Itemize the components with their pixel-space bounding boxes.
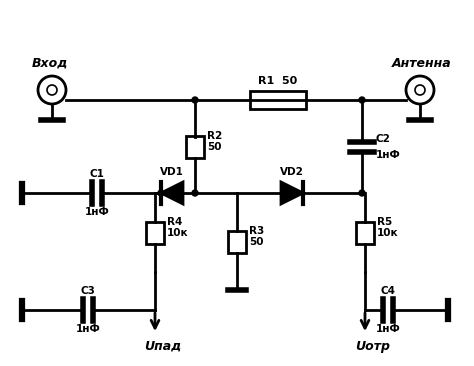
Bar xyxy=(250,91,306,109)
Bar xyxy=(186,135,204,157)
Circle shape xyxy=(158,190,164,196)
Text: R5
10к: R5 10к xyxy=(377,217,399,238)
Polygon shape xyxy=(161,182,183,204)
Text: VD1: VD1 xyxy=(160,167,184,177)
Text: C2: C2 xyxy=(376,134,391,143)
Bar xyxy=(228,231,246,253)
Text: C3: C3 xyxy=(81,286,95,296)
Bar xyxy=(146,221,164,243)
Circle shape xyxy=(192,97,198,103)
Circle shape xyxy=(359,190,365,196)
Text: Uотр: Uотр xyxy=(356,340,391,353)
Text: VD2: VD2 xyxy=(280,167,304,177)
Text: Антенна: Антенна xyxy=(392,57,452,70)
Text: 1нФ: 1нФ xyxy=(76,324,100,334)
Text: C1: C1 xyxy=(90,169,104,179)
Text: R1  50: R1 50 xyxy=(258,76,298,86)
Bar xyxy=(356,221,374,243)
Circle shape xyxy=(359,97,365,103)
Circle shape xyxy=(192,190,198,196)
Text: C4: C4 xyxy=(381,286,395,296)
Text: 1нФ: 1нФ xyxy=(376,149,401,160)
Text: R4
10к: R4 10к xyxy=(167,217,189,238)
Text: R3
50: R3 50 xyxy=(249,226,264,247)
Text: R2
50: R2 50 xyxy=(207,131,222,152)
Text: 1нФ: 1нФ xyxy=(85,207,109,217)
Text: Вход: Вход xyxy=(32,57,68,70)
Polygon shape xyxy=(281,182,303,204)
Text: 1нФ: 1нФ xyxy=(375,324,401,334)
Text: Uпад: Uпад xyxy=(145,340,182,353)
